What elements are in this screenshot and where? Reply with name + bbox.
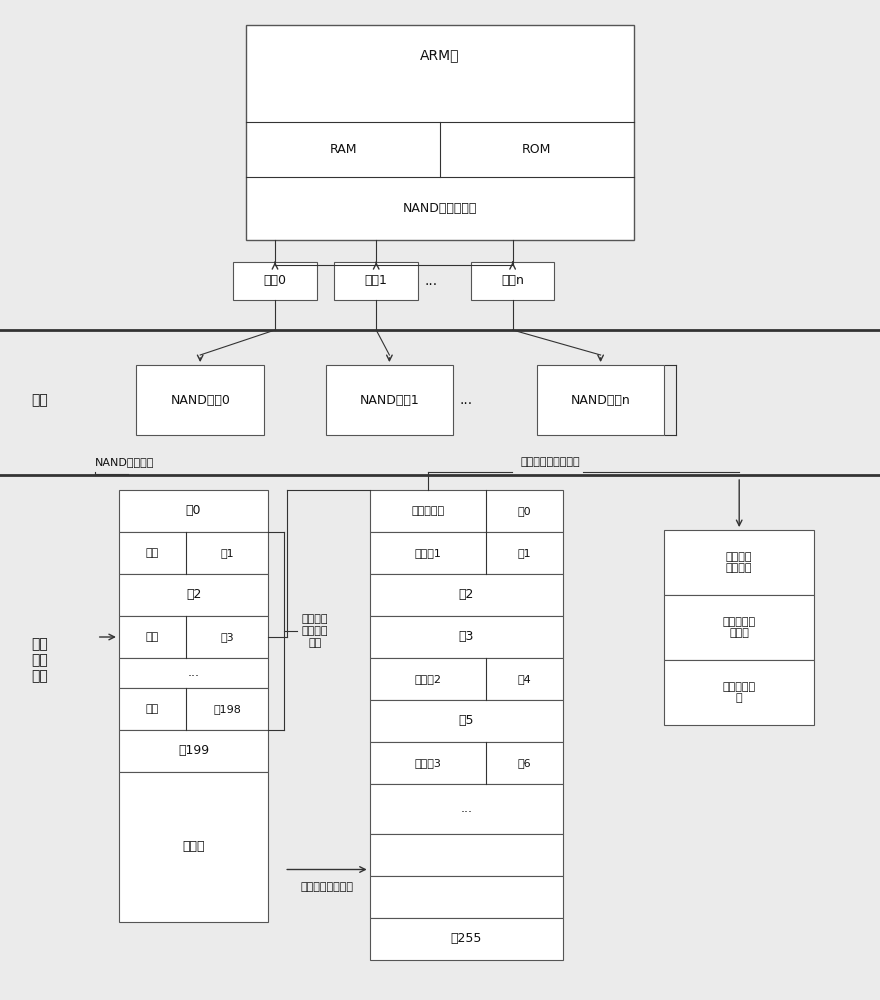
Text: 其他块: 其他块	[182, 840, 205, 853]
Text: 页6: 页6	[517, 758, 532, 768]
Bar	[370, 574, 563, 616]
Text: RAM: RAM	[329, 143, 357, 156]
Bar	[119, 772, 268, 922]
Bar	[664, 530, 814, 595]
Text: 固件: 固件	[146, 548, 159, 558]
Text: 通道1: 通道1	[365, 274, 387, 288]
Text: 用于存放
固件的块
范围: 用于存放 固件的块 范围	[302, 614, 328, 648]
Bar	[664, 660, 814, 725]
Text: 存放固件的块结构: 存放固件的块结构	[300, 882, 354, 892]
Text: 页1: 页1	[517, 548, 532, 558]
Bar	[370, 742, 563, 784]
Text: 块3: 块3	[221, 632, 234, 642]
Text: 通道0: 通道0	[263, 274, 287, 288]
Text: 页5: 页5	[458, 714, 474, 727]
Bar	[119, 574, 268, 616]
Bar	[119, 658, 268, 688]
Text: 固件: 固件	[146, 704, 159, 714]
Text: 页0: 页0	[517, 506, 532, 516]
Text: ROM: ROM	[522, 143, 552, 156]
Text: 固件页3: 固件页3	[414, 758, 441, 768]
Text: 块2: 块2	[186, 588, 202, 601]
Bar	[537, 365, 664, 435]
Text: 固件文件头结构示意: 固件文件头结构示意	[521, 457, 581, 467]
Text: 块199: 块199	[178, 744, 209, 758]
Bar	[370, 876, 563, 918]
Text: 固件
存储
结构: 固件 存储 结构	[31, 637, 48, 683]
Bar	[326, 365, 453, 435]
Bar	[119, 688, 268, 730]
Text: ARM核: ARM核	[421, 48, 459, 62]
Bar	[246, 25, 634, 240]
Text: 闪存: 闪存	[31, 393, 48, 407]
Text: 页3: 页3	[458, 630, 474, 644]
Text: 其他配置信
息: 其他配置信 息	[722, 682, 756, 703]
Text: ...: ...	[460, 393, 473, 407]
Bar	[119, 730, 268, 772]
Bar	[334, 262, 418, 300]
Bar	[119, 616, 268, 658]
Text: NAND闪存1: NAND闪存1	[360, 393, 419, 406]
Bar	[370, 616, 563, 658]
Bar	[233, 262, 317, 300]
Text: 存储的所有
页位置: 存储的所有 页位置	[722, 617, 756, 638]
Bar	[370, 700, 563, 742]
Bar	[370, 490, 563, 532]
Bar	[370, 532, 563, 574]
Text: 固件长度
（页数）: 固件长度 （页数）	[726, 552, 752, 573]
Text: 固件: 固件	[146, 632, 159, 642]
Text: ...: ...	[425, 274, 437, 288]
Text: 块0: 块0	[186, 504, 202, 518]
Text: 固件页2: 固件页2	[414, 674, 441, 684]
Text: 固件页1: 固件页1	[414, 548, 441, 558]
Text: NAND闪存控制器: NAND闪存控制器	[403, 202, 477, 215]
Bar	[471, 262, 554, 300]
Text: 通道n: 通道n	[502, 274, 524, 288]
Text: NAND闪存0: NAND闪存0	[170, 393, 231, 406]
Text: 固件文件头: 固件文件头	[411, 506, 444, 516]
Text: 块1: 块1	[221, 548, 234, 558]
Bar	[370, 784, 563, 834]
Text: ...: ...	[187, 666, 200, 680]
Bar	[136, 365, 264, 435]
Text: NAND闪存n: NAND闪存n	[571, 393, 630, 406]
Text: 页255: 页255	[451, 932, 482, 945]
Text: 页2: 页2	[458, 588, 474, 601]
Bar	[119, 532, 268, 574]
Text: 块198: 块198	[213, 704, 241, 714]
Bar	[370, 918, 563, 960]
Bar	[370, 834, 563, 876]
Text: 页4: 页4	[517, 674, 532, 684]
Bar	[370, 658, 563, 700]
Bar	[119, 490, 268, 532]
Text: NAND闪存结构: NAND闪存结构	[95, 457, 154, 467]
Text: ...: ...	[460, 802, 473, 815]
Bar	[664, 595, 814, 660]
